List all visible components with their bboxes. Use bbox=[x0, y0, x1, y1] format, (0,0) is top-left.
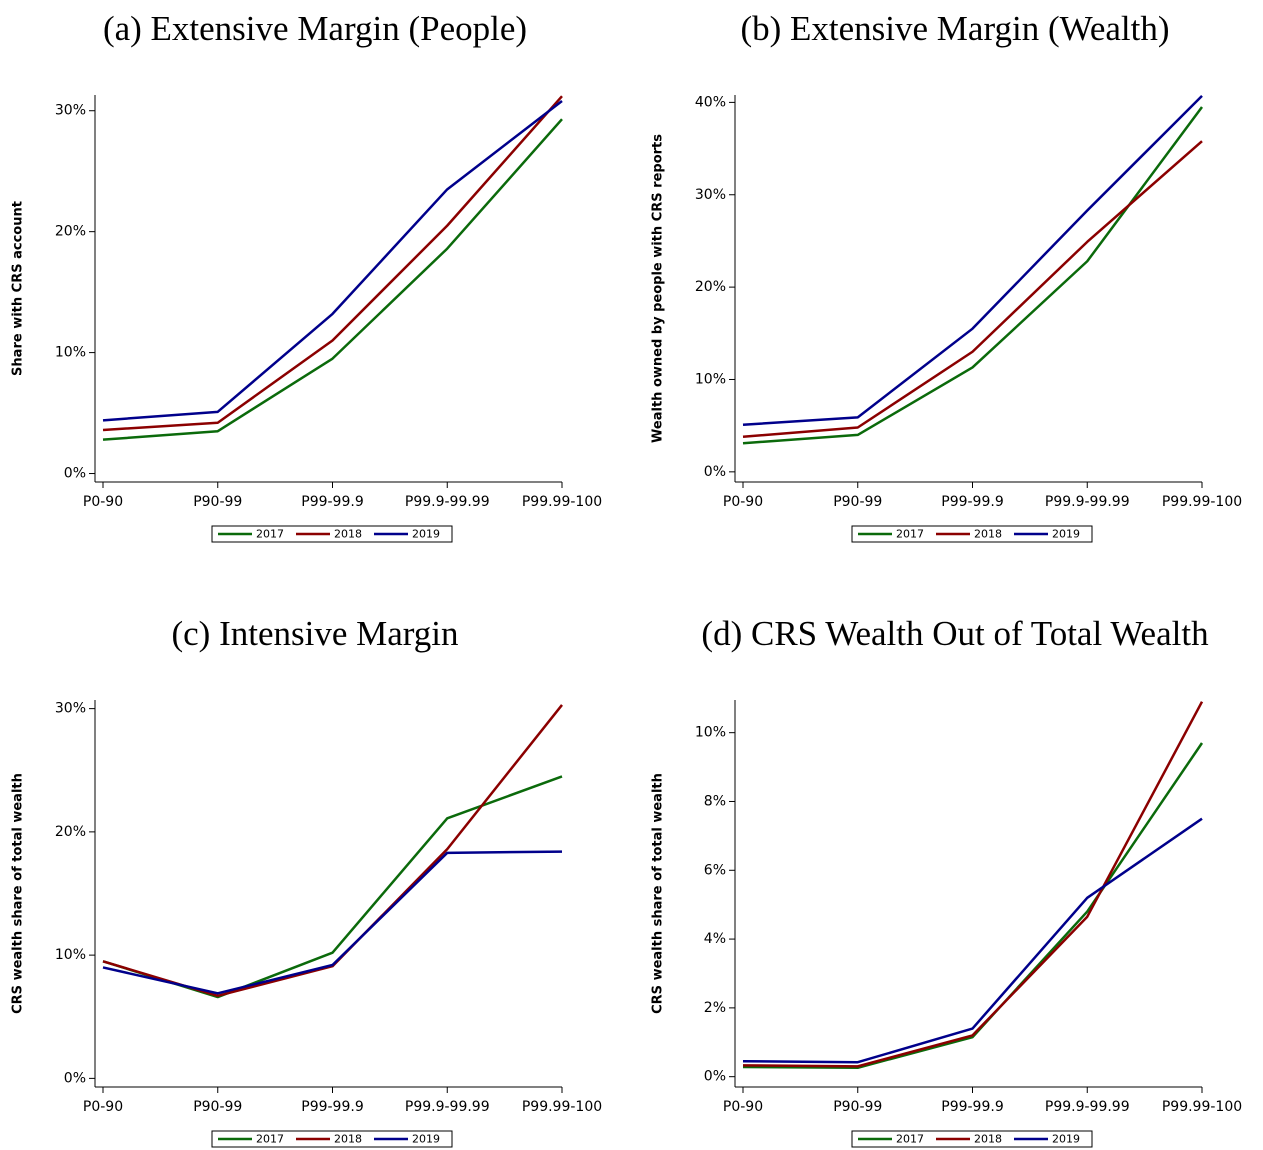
legend-label: 2018 bbox=[974, 1133, 1002, 1146]
x-tick-label: P99-99.9 bbox=[941, 1099, 1003, 1115]
y-axis-label: CRS wealth share of total wealth bbox=[651, 773, 666, 1014]
legend-box bbox=[851, 525, 1093, 543]
y-tick-label: 20% bbox=[55, 824, 86, 840]
x-tick-label: P0-90 bbox=[723, 494, 763, 510]
x-tick-label: P0-90 bbox=[723, 1099, 763, 1115]
x-tick-label: P99.9-99.99 bbox=[1045, 494, 1130, 510]
legend-box bbox=[851, 1130, 1093, 1148]
legend-label: 2019 bbox=[412, 528, 440, 541]
legend-box bbox=[211, 1130, 453, 1148]
legend-label: 2019 bbox=[412, 1133, 440, 1146]
y-tick-label: 0% bbox=[64, 466, 86, 482]
chart-title: (b) Extensive Margin (Wealth) bbox=[740, 9, 1169, 48]
chart-title: (c) Intensive Margin bbox=[171, 614, 458, 653]
x-tick-label: P99.99-100 bbox=[522, 1099, 602, 1115]
y-tick-label: 30% bbox=[55, 103, 86, 119]
chart-panel: (c) Intensive Margin CRS wealth share of … bbox=[11, 614, 602, 1148]
legend-label: 2019 bbox=[1052, 1133, 1080, 1146]
legend-label: 2018 bbox=[334, 1133, 362, 1146]
y-tick-label: 0% bbox=[64, 1070, 86, 1086]
legend-box bbox=[211, 525, 453, 543]
y-tick-label: 40% bbox=[695, 94, 726, 110]
series-line bbox=[742, 106, 1204, 445]
x-tick-label: P0-90 bbox=[83, 1099, 123, 1115]
series-line bbox=[102, 850, 563, 995]
chart-panel: (d) CRS Wealth Out of Total Wealth CRS we… bbox=[651, 614, 1242, 1148]
y-tick-label: 6% bbox=[704, 862, 726, 878]
x-tick-label: P90-99 bbox=[833, 494, 882, 510]
y-tick-label: 10% bbox=[695, 371, 726, 387]
y-tick-label: 0% bbox=[704, 464, 726, 480]
series-line bbox=[742, 817, 1203, 1064]
x-tick-label: P90-99 bbox=[833, 1099, 882, 1115]
series-line bbox=[102, 118, 563, 441]
y-tick-label: 8% bbox=[704, 793, 726, 809]
y-tick-label: 30% bbox=[55, 701, 86, 717]
legend-label: 2019 bbox=[1052, 528, 1080, 541]
y-tick-label: 10% bbox=[55, 345, 86, 361]
y-axis-label: Share with CRS account bbox=[11, 201, 26, 376]
x-tick-label: P99-99.9 bbox=[941, 494, 1003, 510]
y-tick-label: 2% bbox=[704, 1000, 726, 1016]
y-axis-label: CRS wealth share of total wealth bbox=[11, 773, 26, 1014]
series-line bbox=[102, 95, 563, 432]
y-tick-label: 20% bbox=[55, 224, 86, 240]
y-tick-label: 10% bbox=[55, 947, 86, 963]
chart-panel: (b) Extensive Margin (Wealth) Wealth owne… bbox=[651, 9, 1242, 543]
series-line bbox=[102, 100, 563, 422]
y-tick-label: 20% bbox=[695, 279, 726, 295]
legend-label: 2017 bbox=[256, 1133, 284, 1146]
chart-panel: (a) Extensive Margin (People) Share with … bbox=[11, 9, 602, 543]
legend-label: 2017 bbox=[256, 528, 284, 541]
legend-label: 2018 bbox=[974, 528, 1002, 541]
x-tick-label: P99.99-100 bbox=[1162, 494, 1242, 510]
y-tick-label: 0% bbox=[704, 1069, 726, 1085]
x-tick-label: P90-99 bbox=[193, 494, 242, 510]
series-line bbox=[742, 140, 1203, 438]
x-tick-label: P99.9-99.99 bbox=[405, 494, 490, 510]
x-tick-label: P0-90 bbox=[83, 494, 123, 510]
y-tick-label: 4% bbox=[704, 931, 726, 947]
series-line bbox=[742, 701, 1204, 1068]
x-tick-label: P99.99-100 bbox=[1162, 1099, 1242, 1115]
y-tick-label: 30% bbox=[695, 187, 726, 203]
y-axis-label: Wealth owned by people with CRS reports bbox=[651, 134, 666, 443]
legend-label: 2017 bbox=[896, 528, 924, 541]
legend-label: 2018 bbox=[334, 528, 362, 541]
chart-title: (a) Extensive Margin (People) bbox=[103, 9, 527, 48]
chart-title: (d) CRS Wealth Out of Total Wealth bbox=[701, 614, 1209, 653]
x-tick-label: P90-99 bbox=[193, 1099, 242, 1115]
series-line bbox=[742, 742, 1204, 1069]
x-tick-label: P99.9-99.99 bbox=[405, 1099, 490, 1115]
x-tick-label: P99.9-99.99 bbox=[1045, 1099, 1130, 1115]
series-line bbox=[742, 95, 1203, 426]
legend-label: 2017 bbox=[896, 1133, 924, 1146]
y-tick-label: 10% bbox=[695, 725, 726, 741]
x-tick-label: P99-99.9 bbox=[301, 494, 363, 510]
x-tick-label: P99.99-100 bbox=[522, 494, 602, 510]
x-tick-label: P99-99.9 bbox=[301, 1099, 363, 1115]
